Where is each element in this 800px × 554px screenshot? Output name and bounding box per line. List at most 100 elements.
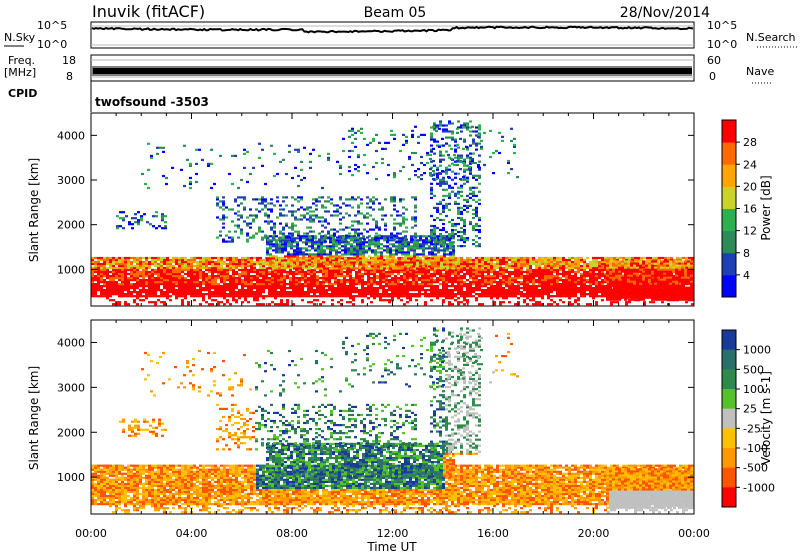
power-cell [112,283,115,286]
power-cell [416,235,419,238]
power-cell [309,220,312,223]
power-cell [302,237,305,240]
power-cell [349,287,352,290]
power-cell [396,222,399,225]
power-cell [439,150,442,153]
power-cell [202,258,205,262]
power-cell [287,239,290,242]
power-cell [446,235,449,238]
power-cell [383,235,386,238]
power-cell [493,256,496,260]
power-cell [97,277,100,280]
power-cell [469,272,472,276]
power-cell [454,256,457,260]
power-cell [373,281,376,284]
power-cell [440,245,443,248]
power-cell [418,291,421,294]
power-cell [325,281,328,284]
power-cell [544,281,547,284]
power-cell [366,196,369,199]
power-cell [334,268,337,272]
power-cell [291,226,294,229]
power-cell [142,256,145,260]
power-cell [361,277,364,280]
power-cell [344,245,347,248]
power-cell [403,285,406,288]
power-cell [238,289,241,292]
power-cell [583,266,586,270]
power-cell [175,270,178,274]
power-cell [139,260,142,264]
power-cell [318,220,321,223]
power-cell [391,283,394,286]
power-cell [445,291,448,294]
power-cell [118,260,121,264]
power-cell [436,266,439,270]
power-cell [264,234,267,237]
power-cell [94,289,97,292]
freq-panel: Freq. [MHz] 18 8 60 0 Nave [4,54,774,84]
power-cell [235,283,238,286]
power-cell [329,251,332,254]
power-cell [466,289,469,292]
power-cell [422,243,425,246]
power-cell [406,279,409,282]
power-cell [121,281,124,284]
power-cell [217,283,220,286]
power-cell [291,238,294,241]
power-cell [326,263,329,266]
power-cell [416,255,419,258]
power-cell [316,279,319,282]
power-cell [386,255,389,258]
power-cell [154,272,157,276]
power-cell [409,285,412,288]
power-cell [514,281,517,284]
power-cell [145,256,148,260]
power-cell [454,262,457,266]
power-cell [430,233,433,236]
power-cell [136,281,139,284]
power-cell [520,260,523,264]
power-cell [646,258,649,262]
power-cell [451,279,454,282]
power-cell [91,258,94,262]
power-cell [502,258,505,262]
power-cell [256,262,259,266]
power-cell [154,260,157,264]
power-cell [442,289,445,292]
power-cell [196,262,199,266]
power-cell [490,277,493,280]
power-cell [334,277,337,280]
power-cell [133,283,136,286]
power-cell [457,277,460,280]
power-cell [160,256,163,260]
power-cell [268,281,271,284]
power-cell [151,295,154,298]
power-cell [157,277,160,280]
power-cell [595,289,598,292]
power-cell [284,255,287,258]
power-cell [407,265,410,268]
power-cell [269,255,272,258]
power-cell [517,277,520,280]
power-cell [535,275,538,278]
power-cell [356,247,359,250]
power-cell [290,255,293,258]
power-cell [499,275,502,278]
power-cell [475,264,478,268]
power-cell [454,289,457,292]
power-cell [280,293,283,296]
power-cell [550,268,553,272]
power-cell [541,262,544,266]
power-cell [589,291,592,294]
power-cell [184,256,187,260]
power-cell [287,263,290,266]
power-cell [547,285,550,288]
power-cell [499,256,502,260]
power-cell [247,287,250,290]
power-cell [286,283,289,286]
power-cell [181,277,184,280]
power-cell [448,266,451,270]
power-cell [240,232,243,235]
